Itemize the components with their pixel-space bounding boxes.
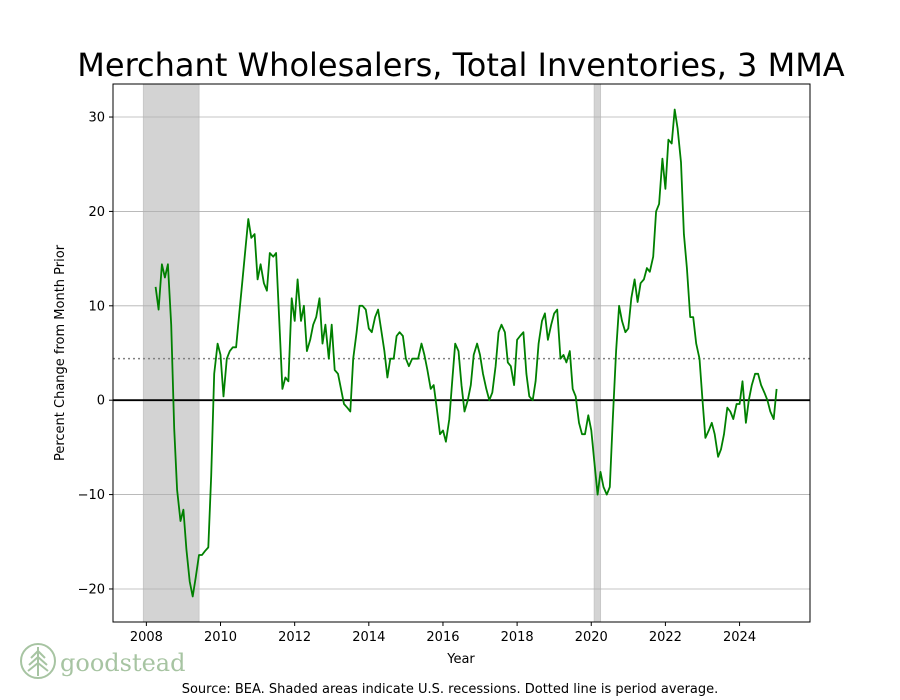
y-tick-label: 0 xyxy=(97,394,105,409)
x-tick-label: 2022 xyxy=(649,630,682,645)
y-tick-label: 20 xyxy=(88,205,105,220)
tree-icon xyxy=(20,643,56,679)
x-tick-label: 2012 xyxy=(278,630,311,645)
chart-title: Merchant Wholesalers, Total Inventories,… xyxy=(77,46,845,84)
plot-area: −20 −10 0 10 20 30 2008 2010 2012 2014 2016 2018 202… xyxy=(78,83,811,645)
logo-text: goodstead xyxy=(60,649,185,677)
recession-band-2 xyxy=(593,83,602,623)
x-tick-label: 2018 xyxy=(501,630,534,645)
x-tick-label: 2010 xyxy=(204,630,237,645)
y-tick-label: −20 xyxy=(78,582,105,597)
y-tick-label: 30 xyxy=(88,111,105,126)
x-axis-label: Year xyxy=(446,652,475,667)
y-tick-label: 10 xyxy=(88,299,105,314)
plot-frame xyxy=(112,83,811,623)
series-line-1 xyxy=(154,108,778,598)
x-tick-label: 2016 xyxy=(426,630,459,645)
x-tick-label: 2014 xyxy=(352,630,385,645)
source-note: Source: BEA. Shaded areas indicate U.S. … xyxy=(182,682,719,697)
y-tick-label: −10 xyxy=(78,488,105,503)
y-axis-label: Percent Change from Month Prior xyxy=(53,244,68,461)
x-tick-label: 2024 xyxy=(723,630,756,645)
x-tick-label: 2008 xyxy=(130,630,163,645)
x-tick-label: 2020 xyxy=(575,630,608,645)
goodstead-logo: goodstead xyxy=(20,643,185,679)
